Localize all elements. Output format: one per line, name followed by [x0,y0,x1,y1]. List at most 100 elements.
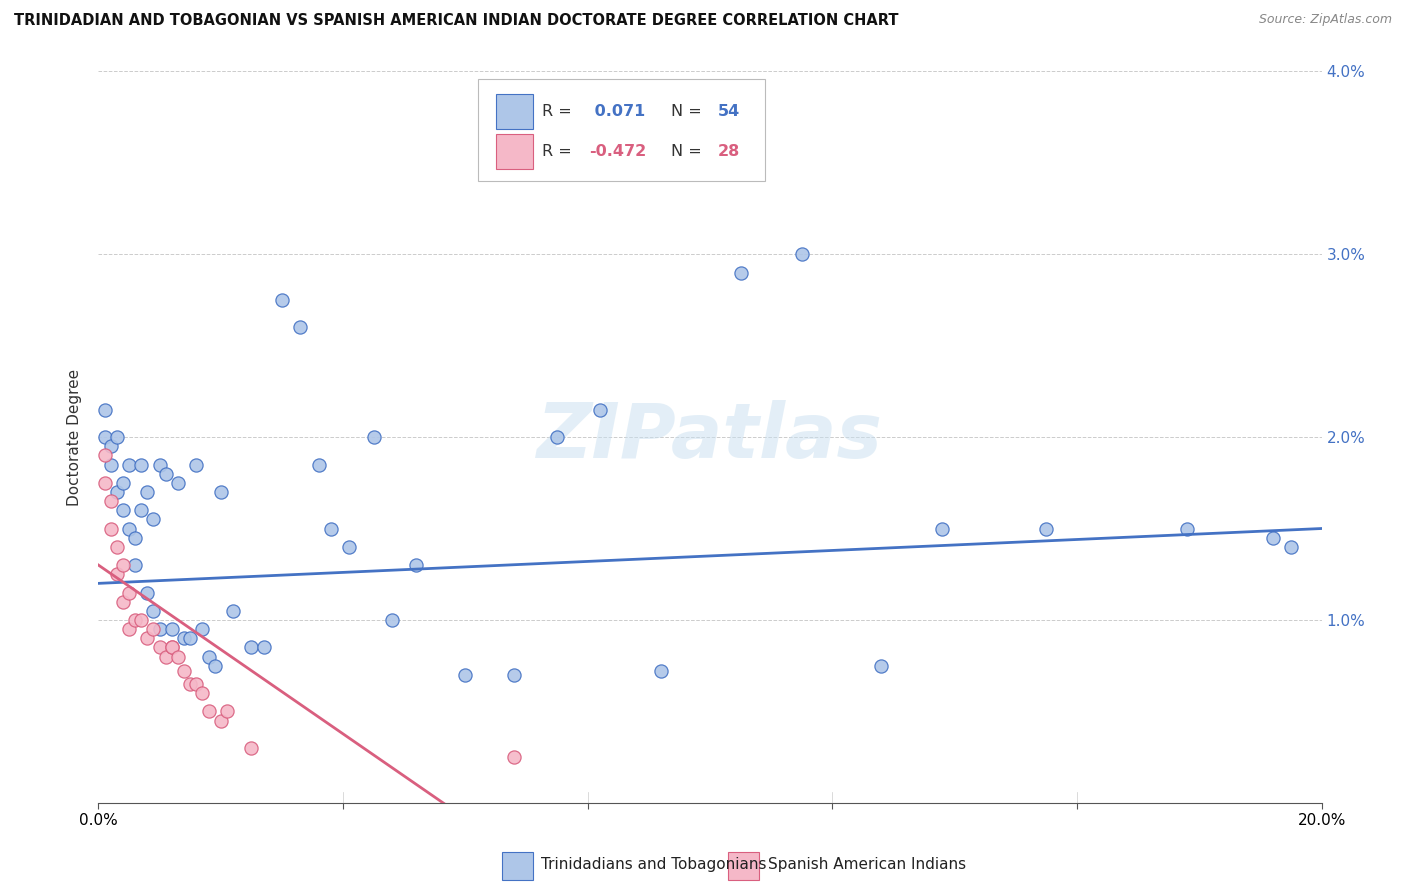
Bar [496,94,533,129]
Text: R =: R = [543,104,578,120]
Point [589,402,612,417]
Point [454,667,477,681]
Text: R =: R = [543,145,578,160]
Point [546,430,568,444]
Point [100,439,122,453]
Point [337,540,360,554]
Point [931,521,953,535]
Point [730,266,752,280]
Bar [496,135,533,169]
Point [93,402,115,417]
Point [240,640,263,655]
Text: -0.472: -0.472 [589,145,647,160]
Point [197,649,219,664]
Point [179,632,201,646]
Point [173,664,195,678]
Point [204,658,226,673]
Point [252,640,274,655]
Point [93,475,115,490]
Point [197,705,219,719]
Point [240,740,263,755]
Point [155,467,177,481]
Point [100,521,122,535]
Point [142,604,165,618]
Point [191,622,214,636]
Point [93,430,115,444]
Point [93,449,115,463]
Point [149,640,172,655]
Point [136,632,159,646]
Point [105,430,128,444]
Point [136,485,159,500]
Text: 0.071: 0.071 [589,104,645,120]
Point [1035,521,1057,535]
FancyBboxPatch shape [478,78,765,181]
Point [142,622,165,636]
Point [129,613,152,627]
Point [100,494,122,508]
Y-axis label: Doctorate Degree: Doctorate Degree [67,368,83,506]
Text: 54: 54 [717,104,740,120]
Point [503,667,526,681]
Point [790,247,813,261]
Text: Spanish American Indians: Spanish American Indians [768,857,966,872]
Point [319,521,342,535]
Text: N =: N = [671,145,707,160]
Point [155,649,177,664]
Text: N =: N = [671,104,707,120]
Point [363,430,385,444]
Point [1261,531,1284,545]
Point [118,521,141,535]
Point [129,503,152,517]
Point [650,664,672,678]
Bar [502,852,533,880]
Point [222,604,245,618]
Point [179,677,201,691]
Point [124,558,146,573]
Point [100,458,122,472]
Point [308,458,330,472]
Point [118,622,141,636]
Point [118,458,141,472]
Point [118,585,141,599]
Point [215,705,238,719]
Point [160,640,183,655]
Point [111,558,134,573]
Point [173,632,195,646]
Point [1175,521,1198,535]
Point [167,649,190,664]
Point [191,686,214,700]
Point [105,567,128,582]
Text: ZIPatlas: ZIPatlas [537,401,883,474]
Point [870,658,893,673]
Text: Source: ZipAtlas.com: Source: ZipAtlas.com [1258,13,1392,27]
Text: 28: 28 [717,145,740,160]
Point [503,750,526,764]
Point [111,475,134,490]
Point [149,458,172,472]
Point [149,622,172,636]
Point [160,622,183,636]
Text: Trinidadians and Tobagonians: Trinidadians and Tobagonians [541,857,766,872]
Point [381,613,404,627]
Point [290,320,312,334]
Point [1279,540,1302,554]
Point [136,585,159,599]
Point [105,485,128,500]
Text: TRINIDADIAN AND TOBAGONIAN VS SPANISH AMERICAN INDIAN DOCTORATE DEGREE CORRELATI: TRINIDADIAN AND TOBAGONIAN VS SPANISH AM… [14,13,898,29]
Point [405,558,427,573]
Point [105,540,128,554]
Point [209,485,232,500]
Point [209,714,232,728]
Point [142,512,165,526]
Point [186,458,208,472]
Point [167,475,190,490]
Point [111,503,134,517]
Point [160,640,183,655]
Point [124,531,146,545]
Point [186,677,208,691]
Point [270,293,292,307]
Point [111,595,134,609]
Point [129,458,152,472]
Point [124,613,146,627]
